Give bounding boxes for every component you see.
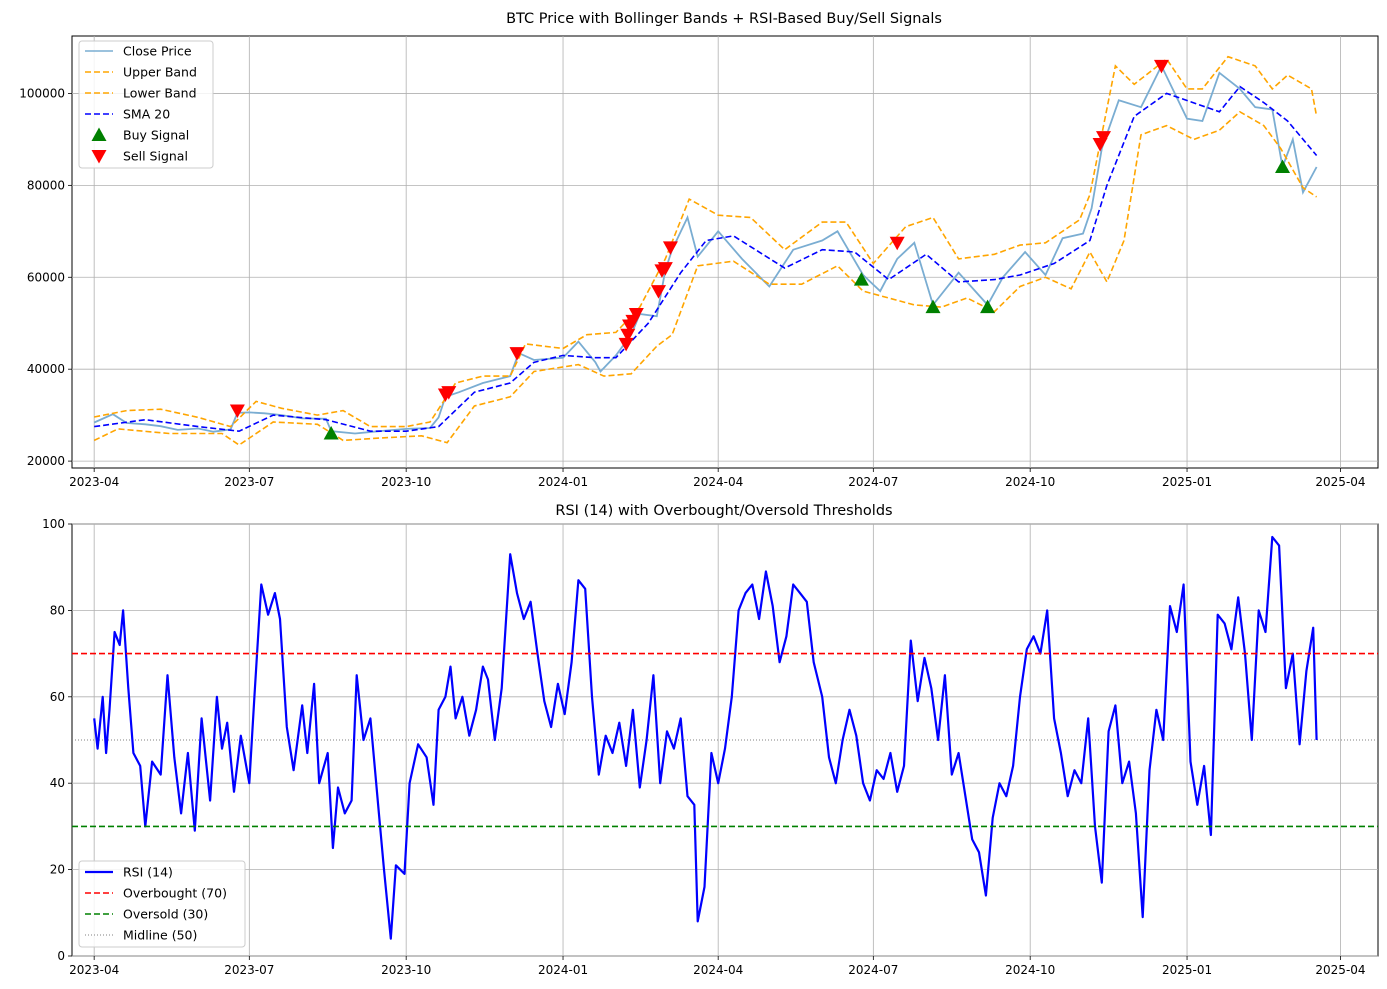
buy-signal-marker <box>323 426 339 440</box>
legend-lower-band-label: Lower Band <box>123 86 197 101</box>
sell-signal-marker <box>662 241 678 255</box>
rsi-chart: RSI (14) with Overbought/Oversold Thresh… <box>42 503 1379 977</box>
sell-signal-marker <box>1096 131 1112 145</box>
rsi-chart-y-ticks: 0 20 40 60 80 100 <box>42 517 72 963</box>
price-chart-legend: Close Price Upper Band Lower Band SMA 20 Buy… <box>78 40 214 169</box>
legend-close-price-label: Close Price <box>123 44 192 59</box>
legend-upper-band-label: Upper Band <box>123 65 197 80</box>
price-x-tick-label: 2025-04 <box>1315 475 1365 489</box>
sell-signal-marker <box>509 347 525 361</box>
sell-signal-marker <box>618 337 634 352</box>
price-y-tick-label: 40000 <box>27 362 65 376</box>
rsi-chart-legend: RSI (14) Overbought (70) Oversold (30) Midl… <box>78 860 246 948</box>
legend-overbought-70-label: Overbought (70) <box>123 886 227 901</box>
price-chart-x-ticks: 2023-04 2023-07 2023-10 2024-01 2024-04 2024-… <box>69 468 1366 489</box>
rsi-x-tick-label: 2024-04 <box>693 963 743 977</box>
price-chart-y-ticks: 20000 40000 60000 80000 100000 <box>19 86 72 468</box>
sell-signal-marker <box>651 285 667 299</box>
upper-band-line <box>94 55 1318 428</box>
sell-signal-marker <box>620 328 636 343</box>
rsi-y-tick-label: 100 <box>42 517 65 531</box>
buy-signal-marker <box>1275 159 1291 173</box>
legend-midline-50-label: Midline (50) <box>123 928 197 943</box>
legend-sell-signal-swatch <box>91 150 107 164</box>
legend-sma-20-label: SMA 20 <box>123 107 170 122</box>
rsi-x-tick-label: 2023-07 <box>224 963 274 977</box>
price-x-tick-label: 2023-07 <box>224 475 274 489</box>
price-y-tick-label: 20000 <box>27 454 65 468</box>
sell-signal-marker <box>657 262 673 276</box>
rsi-x-tick-label: 2023-04 <box>69 963 119 977</box>
buy-signal-marker <box>853 272 869 286</box>
rsi-chart-x-ticks: 2023-04 2023-07 2023-10 2024-01 2024-04 2024-… <box>69 956 1366 977</box>
rsi-y-tick-label: 40 <box>50 776 65 790</box>
sell-signal-marker <box>889 236 905 251</box>
buy-signal-marker <box>925 299 941 314</box>
sell-signal-marker <box>628 308 644 322</box>
lower-band-line <box>93 110 1318 446</box>
sell-signal-marker <box>1153 59 1169 74</box>
price-x-tick-label: 2025-01 <box>1162 475 1212 489</box>
legend-buy-signal-label: Buy Signal <box>123 128 189 143</box>
legend-rsi-14-label: RSI (14) <box>123 865 173 880</box>
buy-signal-marker <box>980 299 996 314</box>
rsi-chart-title: RSI (14) with Overbought/Oversold Thresh… <box>555 503 892 519</box>
price-x-tick-label: 2024-04 <box>693 475 743 489</box>
rsi-line <box>93 535 1318 940</box>
rsi-x-tick-label: 2024-10 <box>1005 963 1055 977</box>
price-x-tick-label: 2023-10 <box>381 475 431 489</box>
rsi-y-tick-label: 60 <box>50 690 65 704</box>
price-x-tick-label: 2024-10 <box>1005 475 1055 489</box>
sma-20-line <box>94 85 1318 433</box>
rsi-x-tick-label: 2024-01 <box>538 963 588 977</box>
price-y-tick-label: 60000 <box>27 270 65 284</box>
legend-sell-signal-label: Sell Signal <box>123 149 188 164</box>
sell-signal-marker <box>441 386 457 400</box>
price-chart-axes <box>71 35 1379 469</box>
rsi-legend-box <box>78 860 246 948</box>
price-x-tick-label: 2024-01 <box>538 475 588 489</box>
sell-signal-marker <box>229 404 245 419</box>
price-x-tick-label: 2024-07 <box>848 475 898 489</box>
rsi-x-tick-label: 2025-04 <box>1315 963 1365 977</box>
price-chart-grid <box>72 36 1378 468</box>
rsi-y-tick-label: 20 <box>50 863 65 877</box>
legend-oversold-30-label: Oversold (30) <box>123 907 208 922</box>
price-chart-title: BTC Price with Bollinger Bands + RSI-Bas… <box>506 11 942 27</box>
rsi-y-tick-label: 0 <box>57 949 65 963</box>
price-chart: BTC Price with Bollinger Bands + RSI-Bas… <box>19 11 1379 489</box>
price-chart-data <box>93 55 1318 446</box>
rsi-x-tick-label: 2024-07 <box>848 963 898 977</box>
rsi-chart-grid <box>72 523 1378 957</box>
rsi-x-tick-label: 2023-10 <box>381 963 431 977</box>
price-y-tick-label: 100000 <box>19 86 65 100</box>
legend-buy-signal-swatch <box>91 127 107 141</box>
price-x-tick-label: 2023-04 <box>69 475 119 489</box>
rsi-y-tick-label: 80 <box>50 603 65 617</box>
rsi-x-tick-label: 2025-01 <box>1162 963 1212 977</box>
rsi-chart-data <box>72 535 1378 940</box>
price-y-tick-label: 80000 <box>27 178 65 192</box>
